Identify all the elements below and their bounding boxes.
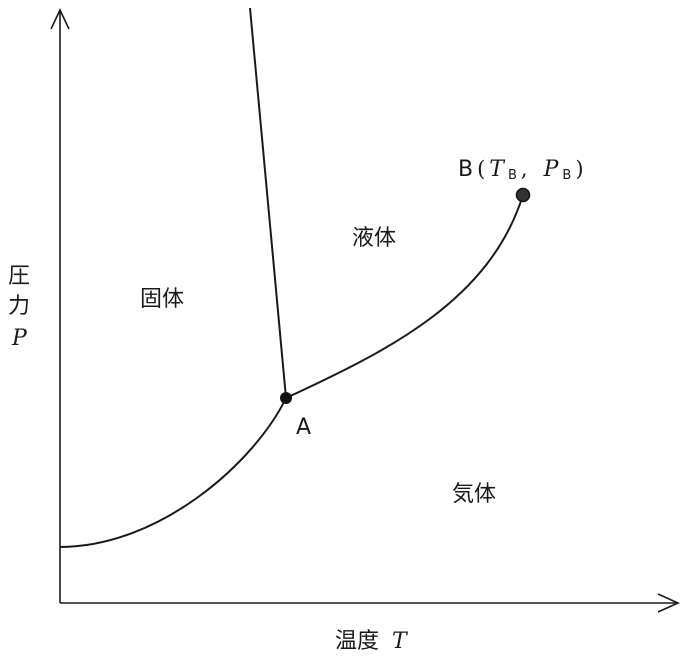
region-label-liquid: 液体	[352, 226, 396, 251]
sublimation-curve	[59, 397, 287, 548]
critical-point-marker	[515, 187, 531, 203]
region-label-solid: 固体	[140, 287, 184, 312]
critical-temperature-symbol: T	[489, 157, 506, 182]
x-axis-symbol: T	[392, 629, 409, 654]
triple-point-label: A	[296, 415, 311, 440]
critical-temperature-subscript: B	[508, 168, 517, 183]
triple-point-marker	[280, 392, 292, 404]
phase-boundaries	[59, 7, 524, 548]
y-axis-symbol: P	[11, 326, 28, 351]
vaporization-curve	[285, 194, 524, 399]
critical-point-separator: ,	[521, 157, 528, 181]
y-axis-label-char-2: 力	[8, 294, 30, 319]
melting-curve	[249, 7, 287, 399]
critical-point-letter: B	[458, 157, 473, 182]
region-label-gas: 気体	[452, 482, 496, 507]
x-axis-label: 温度 T	[335, 629, 409, 654]
critical-point-paren-close: )	[575, 157, 583, 181]
critical-point-label: B ( T B , P B )	[458, 157, 584, 183]
critical-point-paren-open: (	[477, 157, 485, 181]
x-axis-arrowhead	[657, 593, 680, 613]
axes	[50, 8, 680, 613]
critical-pressure-symbol: P	[543, 157, 560, 182]
critical-pressure-subscript: B	[562, 168, 571, 183]
y-axis-label: 圧 力 P	[8, 264, 30, 351]
x-axis-label-text: 温度	[335, 629, 379, 654]
y-axis-label-char-1: 圧	[8, 264, 30, 289]
y-axis-arrowhead	[50, 8, 70, 30]
